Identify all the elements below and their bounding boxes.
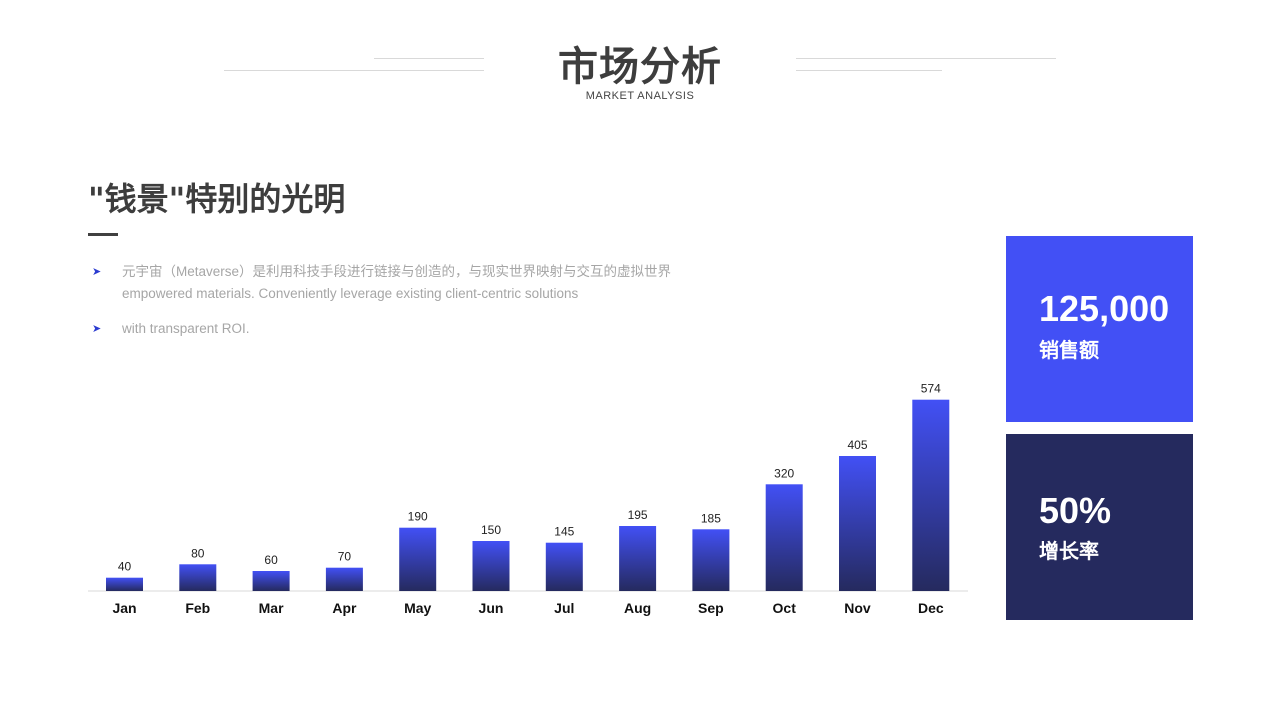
bullet-text-2: with transparent ROI. — [122, 318, 250, 340]
data-label-feb: 80 — [191, 546, 205, 560]
bullet-1-line-2: empowered materials. Conveniently levera… — [122, 286, 579, 301]
x-tick-label-aug: Aug — [624, 600, 651, 616]
sales-value: 125,000 — [1039, 288, 1170, 329]
bullet-item-2: ➤ with transparent ROI. — [92, 318, 732, 340]
growth-value: 50% — [1039, 490, 1112, 531]
header-line-left-upper — [374, 58, 484, 59]
data-label-jun: 150 — [481, 523, 501, 537]
x-tick-label-dec: Dec — [918, 600, 944, 616]
x-tick-label-oct: Oct — [773, 600, 797, 616]
data-label-mar: 60 — [264, 553, 278, 567]
data-label-apr: 70 — [338, 550, 352, 564]
bar-feb — [179, 564, 217, 591]
stat-card-growth: 50% 增长率 — [1006, 434, 1193, 620]
x-tick-label-jan: Jan — [112, 600, 136, 616]
data-label-jul: 145 — [554, 525, 574, 539]
arrow-bullet-icon: ➤ — [92, 322, 102, 335]
data-label-sep: 185 — [701, 511, 721, 525]
header-line-right-lower — [796, 70, 942, 71]
stat-card-sales: 125,000 销售额 — [1006, 236, 1193, 422]
page-title: 市场分析 — [558, 44, 722, 90]
header-line-right-upper — [796, 58, 1056, 59]
bar-aug — [619, 526, 657, 591]
arrow-bullet-icon: ➤ — [92, 265, 102, 278]
bar-oct — [765, 484, 803, 591]
data-label-dec: 574 — [921, 382, 941, 396]
bar-jan — [106, 577, 143, 591]
data-label-oct: 320 — [774, 466, 794, 480]
x-tick-label-feb: Feb — [185, 600, 210, 616]
sales-label: 销售额 — [1039, 338, 1099, 362]
bar-may — [399, 527, 437, 591]
bar-jun — [472, 541, 510, 591]
page-subtitle: MARKET ANALYSIS — [585, 90, 695, 102]
bar-sep — [692, 529, 730, 591]
growth-label: 增长率 — [1039, 539, 1099, 563]
x-tick-label-mar: Mar — [259, 600, 284, 616]
x-tick-label-may: May — [404, 600, 431, 616]
section-heading: "钱景"特别的光明 — [88, 180, 346, 218]
header-line-left-lower — [224, 70, 484, 71]
bar-jul — [545, 542, 583, 591]
x-tick-label-nov: Nov — [844, 600, 871, 616]
x-tick-label-apr: Apr — [332, 600, 357, 616]
bullet-item-1: ➤ 元宇宙（Metaverse）是利用科技手段进行链接与创造的，与现实世界映射与… — [92, 261, 732, 305]
bars-group: 40 Jan 80 Feb 60 Mar 70 Apr 190 May 150 Jun 145 Jul 19… — [106, 382, 950, 616]
heading-underline — [88, 233, 118, 236]
x-tick-label-sep: Sep — [698, 600, 724, 616]
data-label-nov: 405 — [847, 438, 867, 452]
bar-mar — [252, 571, 290, 591]
data-label-jan: 40 — [118, 560, 132, 574]
bullet-1-line-1: 元宇宙（Metaverse）是利用科技手段进行链接与创造的，与现实世界映射与交互… — [122, 264, 672, 279]
bar-nov — [839, 456, 876, 591]
data-label-aug: 195 — [628, 508, 648, 522]
bar-apr — [325, 567, 363, 591]
bullet-text-1: 元宇宙（Metaverse）是利用科技手段进行链接与创造的，与现实世界映射与交互… — [122, 261, 671, 305]
x-tick-label-jul: Jul — [554, 600, 574, 616]
monthly-bar-chart: 40 Jan 80 Feb 60 Mar 70 Apr 190 May 150 Jun 145 Jul 19… — [88, 382, 968, 616]
bar-dec — [912, 399, 950, 591]
data-label-may: 190 — [408, 510, 428, 524]
x-tick-label-jun: Jun — [479, 600, 504, 616]
bullet-2-line-1: with transparent ROI. — [122, 321, 250, 336]
